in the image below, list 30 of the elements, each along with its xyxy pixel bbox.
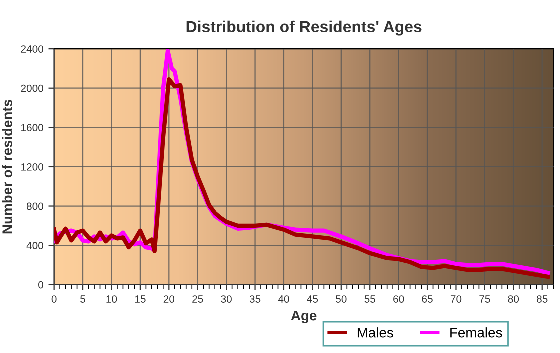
- y-tick-label: 800: [26, 202, 44, 210]
- x-tick-label: 40: [278, 296, 290, 303]
- y-axis-title: Number of residents: [2, 100, 12, 234]
- x-axis-title: Age: [291, 311, 317, 324]
- x-tick-label: 50: [336, 296, 347, 303]
- x-tick-label: 0: [52, 296, 57, 303]
- x-tick-label: 70: [450, 296, 462, 303]
- x-tick-label: 85: [537, 296, 548, 303]
- x-tick-label: 20: [164, 296, 175, 303]
- y-tick-label: 1200: [22, 163, 44, 171]
- x-tick-label: 10: [106, 296, 118, 303]
- legend-label: Males: [358, 328, 394, 338]
- y-tick-label: 2000: [21, 84, 44, 92]
- x-tick-label: 65: [422, 296, 433, 303]
- x-tick-label: 5: [80, 296, 86, 303]
- x-tick-label: 15: [135, 296, 146, 303]
- x-tick-label: 45: [307, 296, 318, 303]
- x-tick-label: 35: [250, 296, 261, 303]
- x-tick-label: 30: [221, 296, 232, 303]
- y-tick-label: 1600: [22, 124, 44, 132]
- x-tick-label: 55: [364, 296, 376, 303]
- y-tick-label: 2400: [21, 46, 44, 53]
- x-tick-label: 25: [192, 296, 204, 303]
- x-tick-label: 75: [480, 296, 490, 303]
- y-tick-label: 400: [26, 242, 44, 250]
- x-tick-label: 80: [508, 296, 520, 303]
- legend-label: Females: [450, 328, 502, 338]
- y-tick-label: 0: [38, 281, 44, 289]
- chart-title: Distribution of Residents' Ages: [186, 20, 422, 36]
- x-tick-label: 60: [394, 296, 404, 303]
